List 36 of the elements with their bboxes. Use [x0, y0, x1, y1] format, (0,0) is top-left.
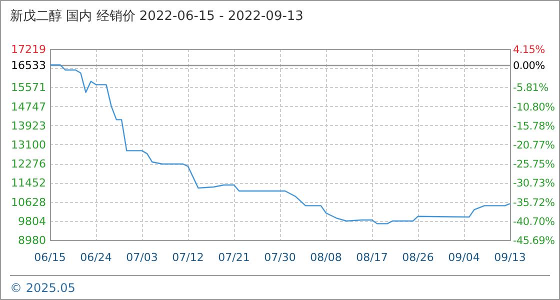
- x-tick-label: 08/17: [356, 251, 388, 264]
- y2-tick-label: -5.81%: [513, 82, 549, 94]
- y2-tick-label: 4.15%: [513, 44, 546, 56]
- x-tick-label: 08/26: [402, 251, 434, 264]
- x-tick-label: 09/13: [494, 251, 526, 264]
- text: © 2025.05: [10, 281, 76, 295]
- y2-tick-label: -45.69%: [513, 235, 556, 247]
- y2-tick-label: 0.00%: [513, 60, 546, 72]
- x-tick-label: 06/24: [80, 251, 112, 264]
- y-tick-label: 13100: [11, 138, 46, 152]
- x-tick-label: 07/03: [126, 251, 158, 264]
- y-tick-label: 8980: [18, 234, 46, 247]
- y2-tick-label: -35.72%: [513, 196, 556, 209]
- y-tick-label: 10628: [11, 196, 46, 209]
- y2-tick-label: -40.70%: [513, 216, 556, 228]
- y2-tick-label: -15.78%: [513, 120, 556, 132]
- y2-tick-label: -10.80%: [513, 101, 556, 114]
- x-tick-label: 08/08: [310, 251, 342, 264]
- y-tick-label: 12276: [11, 158, 46, 171]
- x-tick-label: 06/15: [34, 251, 66, 264]
- x-tick-label: 07/12: [172, 251, 204, 264]
- y2-tick-label: -30.73%: [513, 178, 556, 190]
- y-tick-label: 13923: [11, 119, 46, 132]
- y2-tick-label: -20.77%: [513, 140, 556, 152]
- y-tick-label: 17219: [11, 43, 46, 56]
- y-tick-label: 14747: [11, 100, 46, 114]
- y-tick-label: 15571: [11, 81, 46, 94]
- y2-tick-label: -25.75%: [513, 158, 556, 171]
- y-tick-label: 9804: [18, 214, 46, 228]
- x-tick-label: 09/04: [448, 251, 480, 264]
- x-tick-label: 07/21: [218, 251, 250, 264]
- line-series: [49, 64, 511, 224]
- chart-title: 新戊二醇 国内 经销价 2022-06-15 - 2022-09-13: [10, 9, 304, 24]
- y-tick-label: 16533: [11, 58, 46, 72]
- x-tick-label: 07/30: [264, 251, 296, 264]
- y-tick-label: 11452: [11, 176, 46, 190]
